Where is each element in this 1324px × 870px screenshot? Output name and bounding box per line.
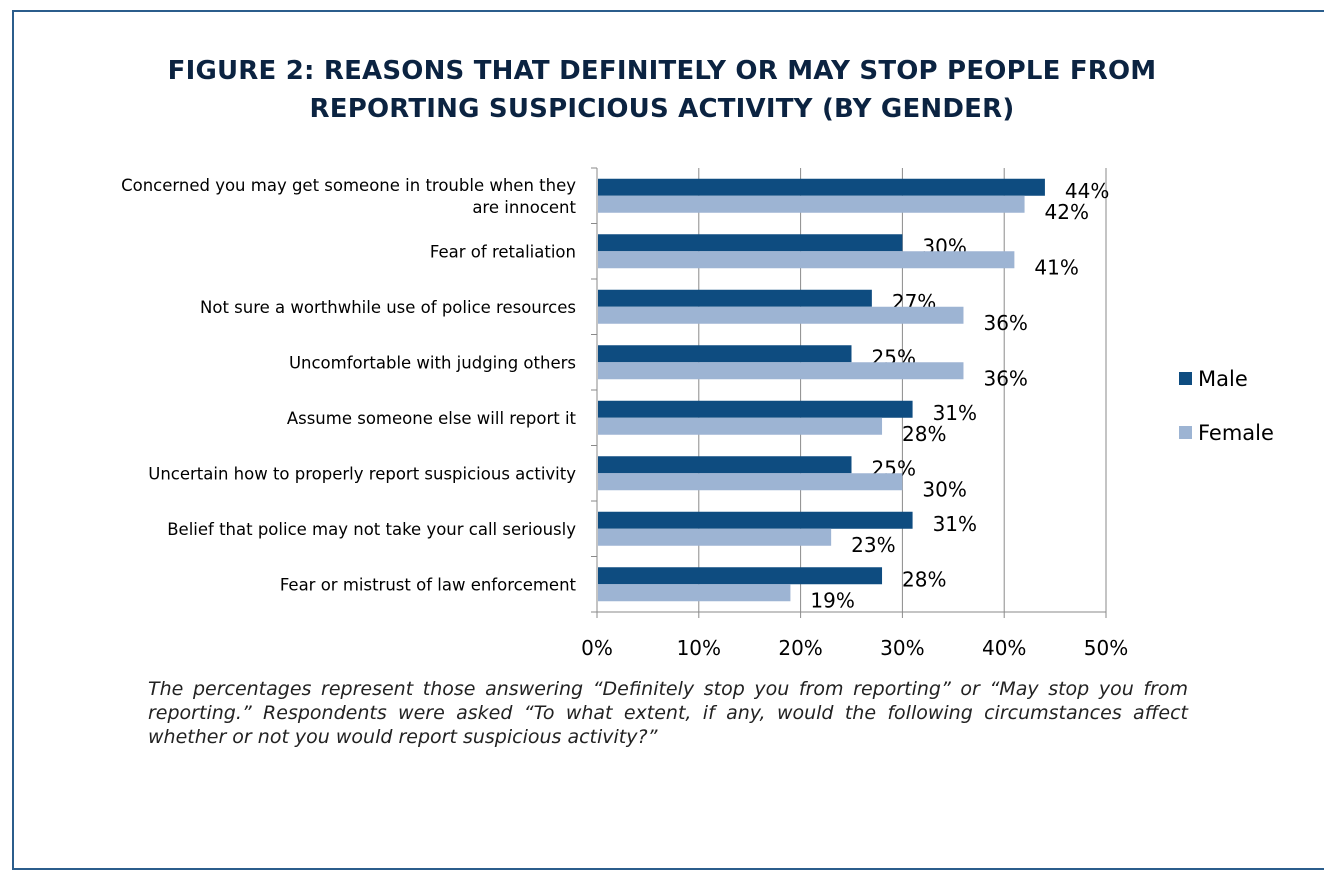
data-label-male: 44%: [1065, 179, 1109, 203]
data-label-female: 19%: [810, 588, 854, 612]
x-tick-label: 0%: [581, 636, 613, 660]
bar-male: [598, 178, 1045, 196]
legend-swatch-male: [1179, 372, 1192, 385]
data-label-female: 36%: [983, 311, 1027, 335]
data-label-female: 23%: [851, 533, 895, 557]
category-label: Uncomfortable with judging others: [289, 353, 576, 372]
bar-female: [598, 584, 791, 602]
category-label: Concerned you may get someone in trouble…: [121, 176, 576, 195]
bar-female: [598, 528, 832, 546]
bar-male: [598, 456, 852, 474]
x-tick-label: 10%: [677, 636, 721, 660]
bar-female: [598, 251, 1015, 269]
x-tick-label: 30%: [880, 636, 924, 660]
category-label: Belief that police may not take your cal…: [167, 520, 576, 539]
bar-female: [598, 362, 964, 380]
category-label: Fear of retaliation: [430, 242, 576, 261]
bar-female: [598, 473, 903, 491]
bar-female: [598, 417, 883, 435]
chart-title-line-1: FIGURE 2: REASONS THAT DEFINITELY OR MAY…: [167, 56, 1157, 86]
chart-caption: The percentages represent those answerin…: [148, 678, 1188, 748]
data-label-male: 31%: [933, 512, 977, 536]
data-label-female: 30%: [922, 477, 966, 501]
bar-male: [598, 234, 903, 252]
x-tick-label: 50%: [1084, 636, 1128, 660]
bar-male: [598, 400, 913, 418]
category-label: Fear or mistrust of law enforcement: [280, 575, 577, 594]
data-label-female: 41%: [1034, 255, 1078, 279]
x-tick-label: 20%: [778, 636, 822, 660]
bar-male: [598, 511, 913, 529]
data-label-female: 28%: [902, 422, 946, 446]
bar-chart: 0% 10% 20% 30% 40% 50% 44%42% Concerned you may…: [121, 167, 1274, 660]
data-label-female: 36%: [983, 366, 1027, 390]
category-label: are innocent: [472, 198, 576, 217]
data-label-female: 42%: [1045, 200, 1089, 224]
chart-title: FIGURE 2: REASONS THAT DEFINITELY OR MAY…: [0, 52, 1324, 128]
legend-swatch-female: [1179, 426, 1192, 439]
data-label-male: 31%: [933, 401, 977, 425]
bar-male: [598, 345, 852, 363]
legend-label-female: Female: [1198, 421, 1274, 445]
bar-male: [598, 289, 872, 307]
data-label-male: 28%: [902, 567, 946, 591]
category-label: Not sure a worthwhile use of police reso…: [200, 298, 576, 317]
bar-female: [598, 195, 1025, 213]
category-label: Assume someone else will report it: [287, 409, 577, 428]
chart-title-line-2: REPORTING SUSPICIOUS ACTIVITY (BY GENDER…: [309, 94, 1015, 124]
x-tick-label: 40%: [982, 636, 1026, 660]
category-label: Uncertain how to properly report suspici…: [148, 464, 576, 483]
bar-male: [598, 567, 883, 585]
bar-female: [598, 306, 964, 324]
legend-label-male: Male: [1198, 367, 1248, 391]
